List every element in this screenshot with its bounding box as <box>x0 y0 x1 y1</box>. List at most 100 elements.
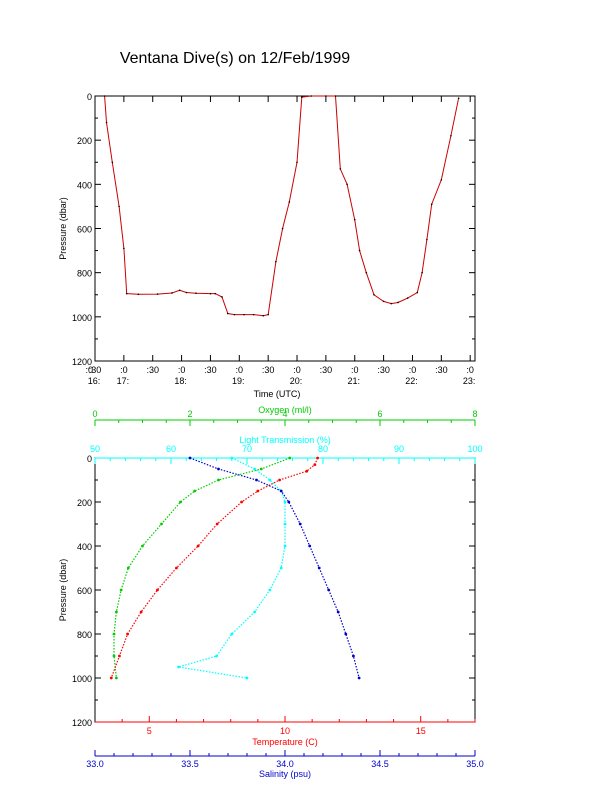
pressure-time-point <box>233 313 236 316</box>
top-x-hour-label: 22: <box>405 376 418 386</box>
oxygen-tick-label: 4 <box>282 409 287 419</box>
profile-y-tick-label: 200 <box>77 498 92 508</box>
top-x-tick-label: :30 <box>435 365 448 375</box>
pressure-time-point <box>416 291 419 294</box>
pressure-time-point <box>118 205 120 208</box>
pressure-time-point <box>267 313 269 316</box>
salinity-profile-point <box>344 632 348 636</box>
profile-y-tick-label: 0 <box>87 454 92 464</box>
pressure-time-point <box>310 95 313 97</box>
top-y-tick-label: 0 <box>87 92 92 102</box>
pressure-time-point <box>103 95 106 97</box>
pressure-time-point <box>339 168 342 170</box>
oxygen-profile-point <box>112 632 116 636</box>
top-x-tick-label: :30 <box>146 365 159 375</box>
salinity-profile-point <box>298 522 302 526</box>
transmission-profile-point <box>253 467 256 471</box>
pressure-time-series-line <box>104 95 460 317</box>
top-x-tick-label: :30 <box>262 365 275 375</box>
pressure-time-point <box>382 300 385 303</box>
top-plot-frame <box>94 95 476 362</box>
top-y-tick-label: 1200 <box>72 357 92 367</box>
pressure-time-point <box>450 134 452 137</box>
transmission-profile-point <box>283 544 287 548</box>
pressure-time-point <box>275 260 277 263</box>
transmission-tick-label: 50 <box>90 444 100 454</box>
oxygen-profile-point <box>259 467 263 471</box>
transmission-profile-point <box>279 566 283 570</box>
pressure-time-point <box>334 95 337 97</box>
salinity-profile-point <box>255 478 258 482</box>
temperature-tick-label: 15 <box>416 726 426 736</box>
pressure-time-point <box>296 161 298 164</box>
transmission-tick-label: 100 <box>467 444 482 454</box>
profile-y-tick-label: 1200 <box>72 718 92 728</box>
salinity-tick-label: 34.0 <box>276 759 294 769</box>
top-x-axis-label: Time (UTC) <box>254 389 301 399</box>
pressure-time-point <box>440 179 443 181</box>
temperature-axis-label: Temperature (C) <box>252 737 318 747</box>
pressure-time-point <box>406 297 409 299</box>
transmission-profile-point <box>253 610 256 614</box>
pressure-time-point <box>430 203 433 206</box>
transmission-tick-label: 60 <box>166 444 176 454</box>
top-x-hour-label: 17: <box>117 376 130 386</box>
temperature-profile-point <box>118 654 121 658</box>
oxygen-profile-point <box>126 566 130 570</box>
pressure-time-point <box>262 314 265 317</box>
salinity-tick-label: 35.0 <box>466 759 484 769</box>
oxygen-profile-point <box>119 588 123 592</box>
pressure-time-point <box>123 247 125 250</box>
top-x-tick-label: :0 <box>409 365 417 375</box>
salinity-profile-point <box>327 588 331 592</box>
top-y-tick-label: 800 <box>77 269 92 279</box>
transmission-axis-label: Light Transmission (%) <box>239 435 331 445</box>
salinity-tick-label: 33.5 <box>181 759 199 769</box>
pressure-time-point <box>156 293 159 295</box>
transmission-tick-label: 80 <box>318 444 328 454</box>
transmission-profile-point <box>268 478 272 482</box>
pressure-time-point <box>171 292 173 294</box>
oxygen-profile-point <box>217 478 220 482</box>
salinity-profile-point <box>217 467 220 471</box>
oxygen-profile-point <box>112 654 116 658</box>
profile-y-tick-label: 600 <box>77 586 92 596</box>
top-y-tick-label: 400 <box>77 180 92 190</box>
salinity-profile-point <box>336 610 340 614</box>
temperature-profile-point <box>256 489 260 493</box>
oxygen-tick-label: 2 <box>187 409 192 419</box>
pressure-time-point <box>353 218 356 221</box>
page-title: Ventana Dive(s) on 12/Feb/1999 <box>119 50 351 67</box>
pressure-time-point <box>221 296 223 298</box>
pressure-time-point <box>358 249 361 252</box>
transmission-profile-point <box>230 632 234 636</box>
top-x-hour-label: 18: <box>174 376 187 386</box>
pressure-time-point <box>137 293 140 296</box>
profile-y-tick-label: 1000 <box>72 674 92 684</box>
temperature-profile-point <box>305 469 309 473</box>
salinity-profile-line <box>189 457 360 679</box>
temperature-profile-point <box>156 588 159 592</box>
temperature-profile-line <box>110 457 319 679</box>
salinity-profile-point <box>308 544 312 548</box>
profile-plot-frame <box>94 457 476 723</box>
pressure-time-point <box>214 292 217 295</box>
temperature-profile-point <box>126 632 129 636</box>
pressure-time-point <box>125 292 128 295</box>
pressure-time-point <box>426 238 428 241</box>
oxygen-profile-point <box>141 544 144 548</box>
temperature-tick-label: 10 <box>280 726 290 736</box>
pressure-time-point <box>178 289 181 292</box>
transmission-profile-point <box>245 676 249 680</box>
salinity-profile-point <box>352 654 355 658</box>
top-x-hour-label: 20: <box>290 376 303 386</box>
pressure-time-point <box>346 183 348 186</box>
temperature-profile-point <box>196 544 200 548</box>
top-x-tick-label: :30 <box>204 365 217 375</box>
transmission-profile-point <box>177 665 181 669</box>
top-x-tick-label: :0 <box>236 365 244 375</box>
transmission-profile-point <box>283 500 287 504</box>
salinity-tick-label: 33.0 <box>86 759 104 769</box>
pressure-time-point <box>373 293 375 296</box>
